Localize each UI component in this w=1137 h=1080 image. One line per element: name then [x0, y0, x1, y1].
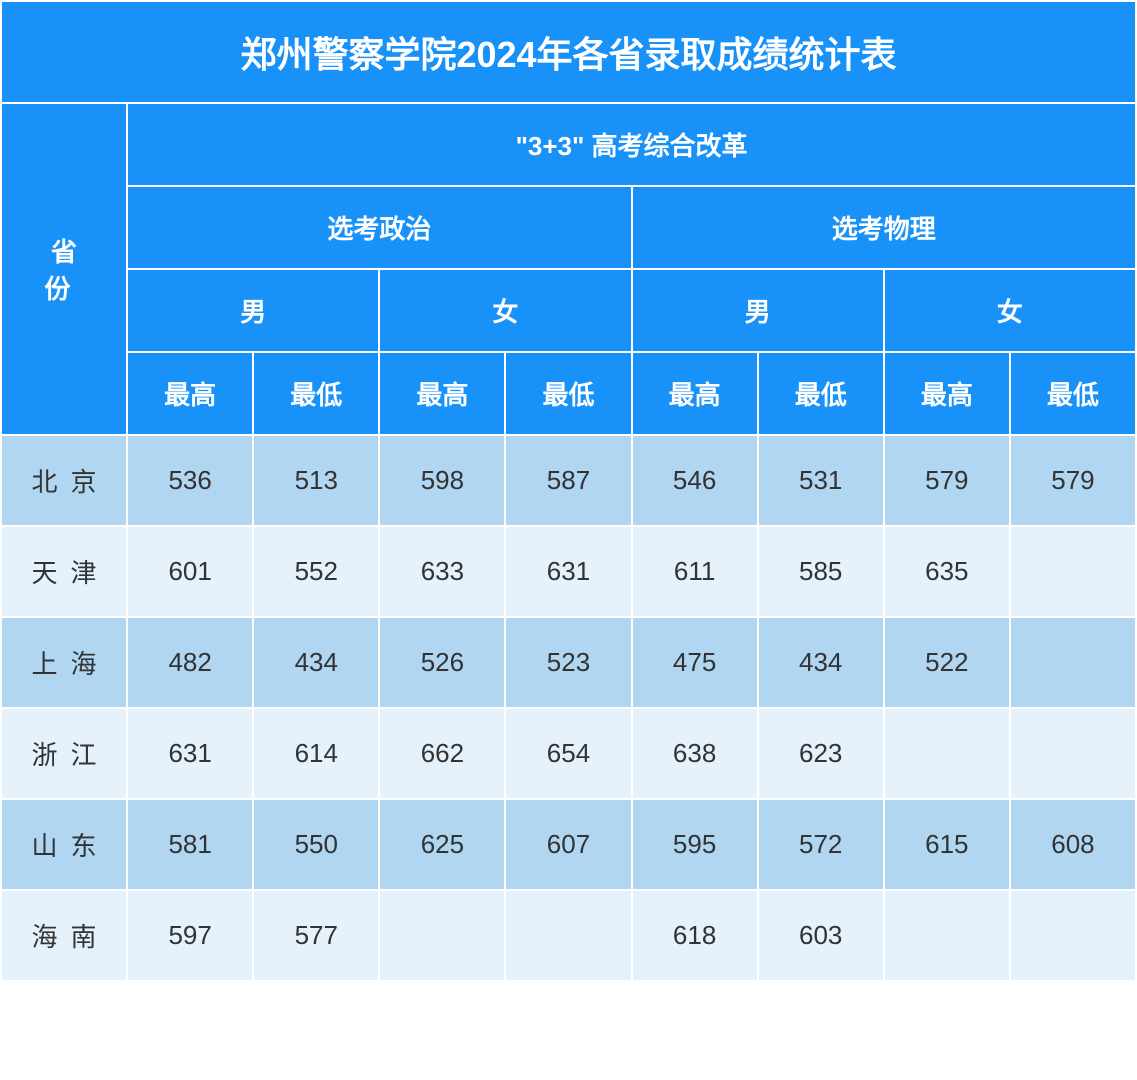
score-cell: 601: [127, 526, 253, 617]
score-cell: [505, 890, 631, 981]
score-cell: 577: [253, 890, 379, 981]
col-metric: 最高: [127, 352, 253, 435]
header-row-2: 选考政治 选考物理: [1, 186, 1136, 269]
score-cell: 662: [379, 708, 505, 799]
score-cell: [1010, 617, 1136, 708]
table-row: 北京536513598587546531579579: [1, 435, 1136, 526]
col-metric: 最低: [758, 352, 884, 435]
score-cell: [379, 890, 505, 981]
score-cell: 597: [127, 890, 253, 981]
score-cell: 633: [379, 526, 505, 617]
score-cell: 595: [632, 799, 758, 890]
score-cell: 607: [505, 799, 631, 890]
score-cell: [1010, 890, 1136, 981]
score-cell: 434: [758, 617, 884, 708]
score-cell: 614: [253, 708, 379, 799]
score-cell: 631: [505, 526, 631, 617]
score-cell: 581: [127, 799, 253, 890]
score-cell: 552: [253, 526, 379, 617]
score-cell: 572: [758, 799, 884, 890]
score-cell: 550: [253, 799, 379, 890]
score-cell: 623: [758, 708, 884, 799]
score-cell: 638: [632, 708, 758, 799]
score-cell: 587: [505, 435, 631, 526]
table-row: 浙江631614662654638623: [1, 708, 1136, 799]
score-cell: 523: [505, 617, 631, 708]
score-cell: 531: [758, 435, 884, 526]
score-cell: 579: [884, 435, 1010, 526]
score-cell: 631: [127, 708, 253, 799]
title-row: 郑州警察学院2024年各省录取成绩统计表: [1, 1, 1136, 103]
admission-scores-table: 郑州警察学院2024年各省录取成绩统计表 省 份 "3+3" 高考综合改革 选考…: [0, 0, 1137, 982]
score-cell: [884, 890, 1010, 981]
score-cell: [1010, 708, 1136, 799]
score-cell: 608: [1010, 799, 1136, 890]
score-cell: 546: [632, 435, 758, 526]
score-cell: 618: [632, 890, 758, 981]
score-cell: 611: [632, 526, 758, 617]
col-pol-female: 女: [379, 269, 631, 352]
table-container: 郑州警察学院2024年各省录取成绩统计表 省 份 "3+3" 高考综合改革 选考…: [0, 0, 1137, 982]
province-cell: 浙江: [1, 708, 127, 799]
col-reform-header: "3+3" 高考综合改革: [127, 103, 1136, 186]
score-cell: 635: [884, 526, 1010, 617]
col-metric: 最低: [253, 352, 379, 435]
col-phy-female: 女: [884, 269, 1136, 352]
score-cell: [884, 708, 1010, 799]
province-cell: 山东: [1, 799, 127, 890]
table-row: 上海482434526523475434522: [1, 617, 1136, 708]
header-row-4: 最高 最低 最高 最低 最高 最低 最高 最低: [1, 352, 1136, 435]
table-row: 山东581550625607595572615608: [1, 799, 1136, 890]
score-cell: [1010, 526, 1136, 617]
score-cell: 598: [379, 435, 505, 526]
score-cell: 526: [379, 617, 505, 708]
table-title: 郑州警察学院2024年各省录取成绩统计表: [1, 1, 1136, 103]
score-cell: 522: [884, 617, 1010, 708]
col-phy-male: 男: [632, 269, 884, 352]
col-subject-politics: 选考政治: [127, 186, 631, 269]
province-cell: 海南: [1, 890, 127, 981]
table-row: 天津601552633631611585635: [1, 526, 1136, 617]
col-metric: 最低: [1010, 352, 1136, 435]
col-metric: 最高: [379, 352, 505, 435]
score-cell: 513: [253, 435, 379, 526]
col-subject-physics: 选考物理: [632, 186, 1136, 269]
col-metric: 最高: [884, 352, 1010, 435]
score-cell: 654: [505, 708, 631, 799]
col-metric: 最高: [632, 352, 758, 435]
score-cell: 475: [632, 617, 758, 708]
score-cell: 585: [758, 526, 884, 617]
col-pol-male: 男: [127, 269, 379, 352]
col-province-header: 省 份: [1, 103, 127, 435]
province-cell: 北京: [1, 435, 127, 526]
header-row-1: 省 份 "3+3" 高考综合改革: [1, 103, 1136, 186]
score-cell: 536: [127, 435, 253, 526]
province-cell: 天津: [1, 526, 127, 617]
table-body: 北京536513598587546531579579天津601552633631…: [1, 435, 1136, 981]
score-cell: 615: [884, 799, 1010, 890]
score-cell: 434: [253, 617, 379, 708]
score-cell: 482: [127, 617, 253, 708]
score-cell: 603: [758, 890, 884, 981]
province-cell: 上海: [1, 617, 127, 708]
score-cell: 625: [379, 799, 505, 890]
table-row: 海南597577 618603: [1, 890, 1136, 981]
header-row-3: 男 女 男 女: [1, 269, 1136, 352]
col-metric: 最低: [505, 352, 631, 435]
score-cell: 579: [1010, 435, 1136, 526]
